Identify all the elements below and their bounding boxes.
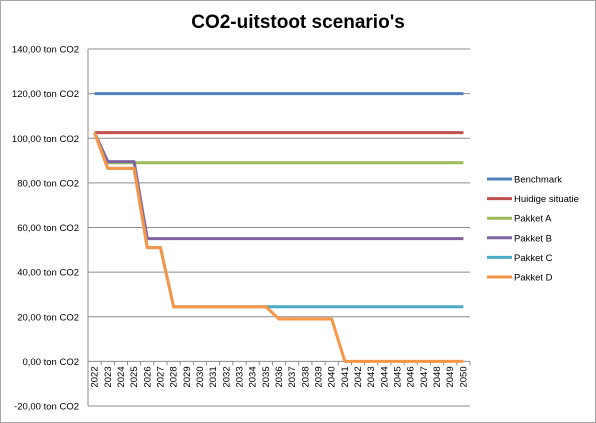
x-tick-label: 2047 [419, 366, 430, 387]
x-tick-label: 2030 [195, 366, 206, 387]
x-tick-label: 2028 [169, 366, 180, 387]
x-tick-label: 2034 [248, 366, 259, 387]
x-tick-label: 2036 [274, 366, 285, 387]
x-tick-label: 2043 [366, 366, 377, 387]
y-tick-label: 60,00 ton CO2 [17, 223, 79, 234]
x-tick-label: 2033 [234, 366, 245, 387]
legend-label: Pakket A [514, 214, 552, 225]
x-tick-label: 2046 [406, 366, 417, 387]
legend-label: Huidige situatie [514, 194, 579, 205]
x-axis: 2022 2023 2024 2025 2026 2027 2028 2029 2030 2031… [87, 360, 471, 388]
series-line [93, 132, 464, 309]
x-tick-label: 2040 [327, 366, 338, 387]
chart-title: CO2-uitstoot scenario's [191, 12, 405, 33]
x-tick-label: 2039 [314, 366, 325, 387]
y-tick-label: 80,00 ton CO2 [17, 178, 79, 189]
y-tick-label: 120,00 ton CO2 [12, 89, 79, 100]
x-tick-label: 2029 [182, 366, 193, 387]
x-tick-label: 2049 [445, 366, 456, 387]
series-line [93, 132, 464, 363]
y-tick-label: 40,00 ton CO2 [17, 268, 79, 279]
series-line [93, 132, 464, 165]
y-tick-label: -20,00 ton CO2 [14, 402, 79, 413]
y-tick-label: 0,00 ton CO2 [22, 357, 79, 368]
x-tick-label: 2035 [261, 366, 272, 387]
x-tick-label: 2024 [116, 366, 127, 387]
x-tick-label: 2023 [103, 366, 114, 387]
x-tick-label: 2044 [379, 366, 390, 387]
x-tick-label: 2038 [300, 366, 311, 387]
x-tick-label: 2025 [129, 366, 140, 387]
x-tick-label: 2045 [393, 366, 404, 387]
x-tick-label: 2032 [221, 366, 232, 387]
legend-label: Benchmark [514, 175, 562, 186]
y-tick-label: 100,00 ton CO2 [12, 134, 79, 145]
x-tick-label: 2041 [340, 366, 351, 387]
y-axis: -20,00 ton CO2 0,00 ton CO2 20,00 ton CO2 4… [12, 45, 89, 413]
series-lines [93, 92, 464, 363]
x-tick-label: 2050 [458, 366, 469, 387]
y-tick-label: 140,00 ton CO2 [12, 45, 79, 56]
y-tick-label: 20,00 ton CO2 [17, 312, 79, 323]
legend: Benchmark Huidige situatie Pakket A Pakket … [487, 175, 579, 284]
series-line [93, 132, 464, 241]
x-tick-label: 2022 [90, 366, 101, 387]
x-tick-label: 2048 [432, 366, 443, 387]
x-tick-label: 2037 [287, 366, 298, 387]
x-tick-label: 2042 [353, 366, 364, 387]
legend-label: Pakket C [514, 253, 553, 264]
legend-label: Pakket D [514, 273, 553, 284]
x-tick-label: 2026 [142, 366, 153, 387]
x-tick-label: 2031 [208, 366, 219, 387]
legend-label: Pakket B [514, 233, 552, 244]
x-tick-label: 2027 [155, 366, 166, 387]
